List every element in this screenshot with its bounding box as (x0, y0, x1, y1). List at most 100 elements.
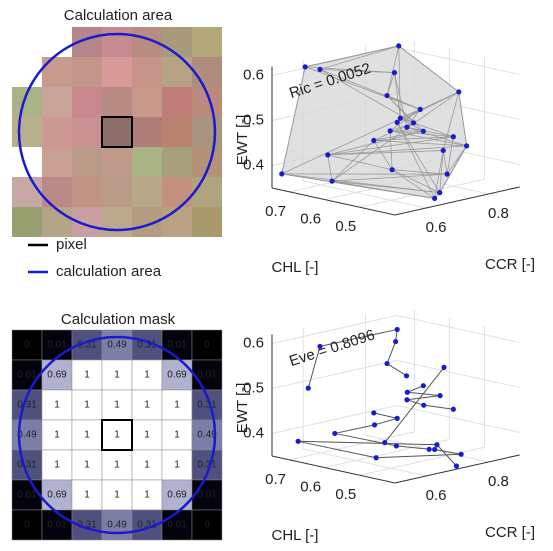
point (405, 390, 410, 395)
x-axis-label: CCR [-] (485, 256, 535, 273)
point (441, 365, 446, 370)
point (421, 403, 426, 408)
grid-line (397, 316, 520, 343)
x-tick-label: 0.8 (488, 473, 509, 490)
y-tick-label: 0.7 (265, 471, 286, 488)
mask-value: 0.01 (47, 340, 67, 351)
point (396, 43, 401, 48)
pixel (132, 87, 162, 117)
mask-value: 0.49 (107, 340, 127, 351)
pixel (132, 117, 162, 147)
point (404, 373, 409, 378)
point (332, 431, 337, 436)
z-tick-label: 0.6 (243, 334, 264, 351)
point (404, 125, 409, 130)
mask-value: 1 (54, 400, 60, 411)
pixel (42, 87, 72, 117)
point (384, 93, 389, 98)
pixel (72, 177, 102, 207)
pixel (132, 177, 162, 207)
pixel (102, 57, 132, 87)
point (384, 361, 389, 366)
grid-line (397, 361, 520, 388)
point (451, 134, 456, 139)
point (411, 120, 416, 125)
point (395, 327, 400, 332)
point (398, 116, 403, 121)
pixel (102, 117, 132, 147)
mask-value: 0 (24, 520, 30, 531)
mask-value: 1 (144, 400, 150, 411)
point (421, 129, 426, 134)
mask-value: 1 (114, 490, 120, 501)
pixel (132, 147, 162, 177)
mask-value: 0 (24, 340, 30, 351)
mask-value: 1 (144, 490, 150, 501)
point (306, 386, 311, 391)
point (445, 172, 450, 177)
mask-value: 1 (114, 460, 120, 471)
point (427, 447, 432, 452)
mask-value: 1 (144, 370, 150, 381)
pixel (162, 117, 192, 147)
mask-value: 0.01 (197, 370, 217, 381)
point (392, 70, 397, 75)
pixel (12, 207, 42, 237)
z-axis-label: EWT [-] (234, 115, 251, 166)
point (432, 196, 437, 201)
mask-value: 1 (174, 430, 180, 441)
mask-value: 0.69 (167, 370, 187, 381)
point (317, 67, 322, 72)
point (329, 179, 334, 184)
pixel (42, 117, 72, 147)
y-tick-label: 0.6 (300, 211, 321, 228)
link (424, 405, 454, 409)
point (404, 397, 409, 402)
y-tick-label: 0.7 (265, 203, 286, 220)
point (395, 416, 400, 421)
point (464, 143, 469, 148)
pixel (102, 27, 132, 57)
mask-value: 0.31 (17, 400, 37, 411)
pixel (102, 147, 132, 177)
pixel (162, 57, 192, 87)
pixel (102, 207, 132, 237)
z-axis-label: EWT [-] (234, 383, 251, 434)
x-axis-label: CCR [-] (485, 524, 535, 541)
mask-value: 1 (144, 460, 150, 471)
annotation: Eve = 0.8096 (287, 326, 377, 370)
grid-line (360, 447, 485, 475)
mask-value: 1 (174, 400, 180, 411)
pixel (42, 27, 72, 57)
mask-value: 0.01 (17, 370, 37, 381)
point (374, 455, 379, 460)
pixel (42, 57, 72, 87)
mask-value: 1 (84, 460, 90, 471)
y-tick-label: 0.5 (335, 486, 356, 503)
pixel (102, 87, 132, 117)
mask-value: 0.69 (167, 490, 187, 501)
grid-line (272, 406, 397, 434)
mask-value: 1 (84, 490, 90, 501)
point (418, 107, 423, 112)
mask-value: 0.01 (167, 520, 187, 531)
mask-value: 0.01 (197, 490, 217, 501)
point (459, 452, 464, 457)
link (375, 418, 398, 424)
y-axis-label: CHL [-] (272, 259, 319, 276)
point (394, 443, 399, 448)
pixel (162, 207, 192, 237)
mask-value: 1 (144, 430, 150, 441)
pixel (12, 57, 42, 87)
pixel (192, 207, 222, 237)
pixel (42, 147, 72, 177)
panel-title: Calculation mask (61, 311, 176, 328)
point (296, 439, 301, 444)
link (407, 396, 440, 400)
x-tick-label: 0.6 (426, 219, 447, 236)
figure: Calculation area Calculation mask pixelc… (0, 0, 553, 546)
link (387, 364, 407, 376)
mask-value: 1 (114, 400, 120, 411)
pixel (162, 27, 192, 57)
point (395, 120, 400, 125)
